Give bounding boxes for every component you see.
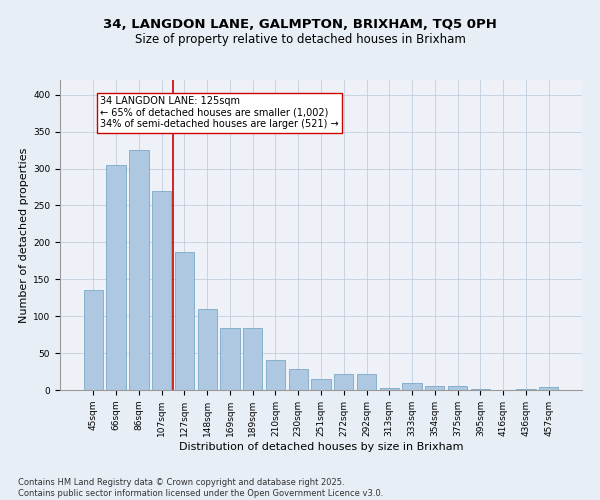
Text: Contains HM Land Registry data © Crown copyright and database right 2025.
Contai: Contains HM Land Registry data © Crown c… [18,478,383,498]
Text: 34 LANGDON LANE: 125sqm
← 65% of detached houses are smaller (1,002)
34% of semi: 34 LANGDON LANE: 125sqm ← 65% of detache… [100,96,339,130]
Bar [220,328,239,390]
Bar [289,368,308,390]
Bar [403,384,422,390]
Bar [175,252,194,390]
Bar [243,328,262,390]
Y-axis label: Number of detached properties: Number of detached properties [19,148,29,322]
Bar [152,190,172,390]
Bar [311,379,331,390]
Text: 34, LANGDON LANE, GALMPTON, BRIXHAM, TQ5 0PH: 34, LANGDON LANE, GALMPTON, BRIXHAM, TQ5… [103,18,497,30]
Bar [539,387,558,390]
X-axis label: Distribution of detached houses by size in Brixham: Distribution of detached houses by size … [179,442,463,452]
Bar [197,309,217,390]
Bar [84,290,103,390]
Bar [334,374,353,390]
Bar [425,386,445,390]
Bar [106,165,126,390]
Bar [448,386,467,390]
Text: Size of property relative to detached houses in Brixham: Size of property relative to detached ho… [134,32,466,46]
Bar [380,388,399,390]
Bar [357,374,376,390]
Bar [129,150,149,390]
Bar [266,360,285,390]
